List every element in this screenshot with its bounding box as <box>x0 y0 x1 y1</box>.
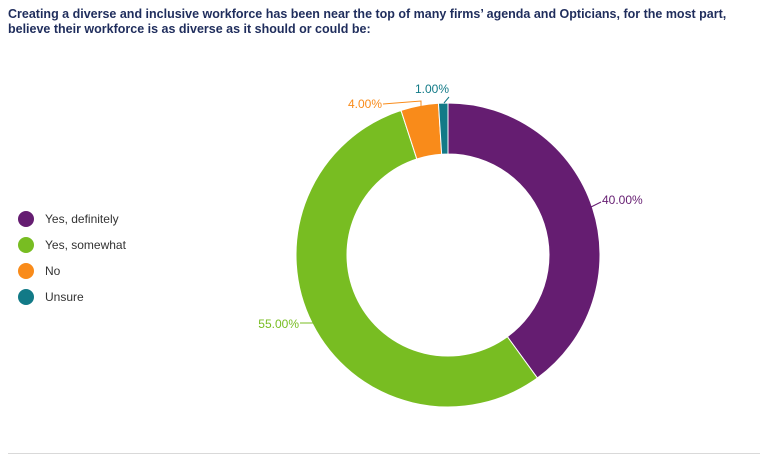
legend-item-yes-definitely[interactable]: Yes, definitely <box>18 206 126 232</box>
slice-yes-definitely[interactable] <box>447 102 601 379</box>
legend-label: Yes, definitely <box>45 212 119 226</box>
slice-unsure[interactable] <box>437 102 449 155</box>
legend-item-no[interactable]: No <box>18 258 126 284</box>
legend-item-yes-somewhat[interactable]: Yes, somewhat <box>18 232 126 258</box>
legend-swatch-yes-somewhat <box>18 237 34 253</box>
legend-label: No <box>45 264 61 278</box>
data-label-leader <box>382 100 422 106</box>
data-label: 55.00% <box>258 317 299 331</box>
slice-yes-somewhat[interactable] <box>295 109 539 408</box>
data-label: 40.00% <box>602 193 643 207</box>
data-label-leader <box>588 201 602 209</box>
legend-label: Unsure <box>45 290 84 304</box>
bottom-divider <box>8 453 760 454</box>
data-label: 1.00% <box>415 82 449 96</box>
legend-label: Yes, somewhat <box>45 238 126 252</box>
data-label-leader <box>443 96 450 104</box>
legend-item-unsure[interactable]: Unsure <box>18 284 126 310</box>
legend-swatch-yes-definitely <box>18 211 34 227</box>
chart-title: Creating a diverse and inclusive workfor… <box>8 7 727 36</box>
legend-swatch-no <box>18 263 34 279</box>
data-label: 4.00% <box>348 97 382 111</box>
legend: Yes, definitely Yes, somewhat No Unsure <box>18 206 126 310</box>
legend-swatch-unsure <box>18 289 34 305</box>
